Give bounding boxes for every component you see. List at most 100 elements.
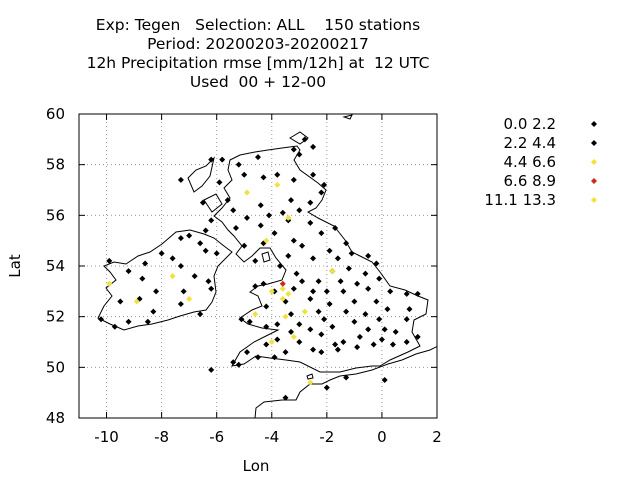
station-marker-1: [98, 316, 105, 323]
station-marker-1: [288, 197, 295, 204]
station-marker-1: [186, 232, 193, 239]
station-marker-1: [307, 219, 314, 226]
station-marker-1: [285, 252, 292, 259]
station-marker-1: [197, 311, 204, 318]
station-marker-1: [243, 214, 250, 221]
station-marker-1: [354, 280, 361, 287]
station-marker-1: [310, 255, 317, 262]
station-marker-1: [334, 255, 341, 262]
x-tick-label: 0: [377, 428, 387, 446]
station-marker-1: [290, 176, 297, 183]
station-marker-1: [144, 318, 151, 325]
station-marker-1: [202, 247, 209, 254]
station-marker-1: [307, 295, 314, 302]
station-marker-1: [373, 298, 380, 305]
y-tick-label: 60: [46, 105, 65, 123]
station-marker-1: [376, 316, 383, 323]
station-marker-1: [235, 361, 242, 368]
station-marker-3: [106, 280, 113, 287]
legend-label: 2.2 4.4: [504, 134, 556, 152]
station-marker-3: [186, 295, 193, 302]
legend-marker: [591, 178, 597, 184]
station-marker-1: [260, 280, 267, 287]
legend-label: 6.6 8.9: [504, 172, 556, 190]
station-marker-1: [296, 339, 303, 345]
station-marker-1: [343, 374, 350, 381]
legend-marker: [591, 140, 597, 146]
station-marker-1: [271, 354, 278, 361]
station-marker-1: [354, 344, 361, 351]
station-marker-3: [252, 311, 259, 318]
station-marker-1: [296, 151, 303, 158]
station-marker-1: [296, 321, 303, 328]
x-tick-label: 2: [432, 428, 442, 446]
coastline-ireland: [97, 229, 233, 331]
station-marker-1: [266, 212, 273, 219]
legend-label: 4.4 6.6: [504, 153, 556, 171]
station-marker-1: [376, 275, 383, 282]
station-marker-1: [271, 230, 278, 237]
station-marker-1: [351, 298, 358, 305]
station-marker-1: [340, 288, 347, 295]
coastline-shetland: [342, 114, 353, 120]
station-marker-1: [323, 288, 330, 295]
coastline-great-britain: [213, 145, 429, 373]
station-marker-1: [257, 222, 264, 229]
y-tick-label: 58: [46, 156, 65, 174]
station-marker-1: [177, 176, 184, 183]
station-marker-1: [106, 257, 113, 264]
station-marker-1: [373, 260, 380, 267]
station-marker-1: [125, 268, 132, 275]
station-marker-1: [406, 306, 413, 313]
y-axis-label: Lat: [6, 254, 24, 278]
legend-marker: [591, 197, 597, 203]
station-marker-1: [318, 349, 325, 356]
y-tick-label: 52: [46, 308, 65, 326]
station-marker-1: [230, 359, 237, 366]
station-marker-1: [293, 270, 300, 277]
station-marker-1: [238, 316, 245, 323]
legend: 0.0 2.22.2 4.44.4 6.66.6 8.911.1 13.3: [484, 115, 597, 209]
station-marker-1: [243, 349, 250, 356]
station-marker-1: [290, 237, 297, 244]
station-marker-1: [370, 341, 377, 348]
station-marker-1: [343, 240, 350, 247]
station-marker-1: [255, 354, 261, 361]
station-marker-3: [279, 295, 286, 302]
coastline-skye: [203, 193, 223, 213]
station-marker-1: [310, 171, 317, 178]
station-marker-1: [301, 136, 308, 143]
station-marker-1: [252, 257, 259, 264]
station-marker-1: [125, 318, 132, 325]
station-marker-1: [381, 377, 388, 383]
station-marker-3: [301, 308, 308, 315]
station-marker-1: [202, 227, 209, 234]
station-marker-1: [282, 349, 289, 356]
legend-marker: [591, 159, 597, 165]
station-marker-1: [310, 346, 317, 353]
station-marker-1: [356, 333, 363, 340]
legend-marker: [591, 121, 597, 127]
station-marker-1: [365, 252, 372, 259]
station-marker-1: [321, 316, 328, 323]
station-marker-3: [263, 237, 270, 244]
station-marker-1: [150, 308, 157, 315]
station-marker-1: [180, 288, 187, 295]
station-marker-1: [345, 265, 352, 272]
station-marker-1: [337, 278, 344, 285]
station-marker-1: [274, 336, 281, 343]
title-line-4: Used 00 + 12-00: [189, 73, 327, 91]
station-marker-3: [285, 290, 292, 297]
station-marker-1: [169, 255, 176, 262]
station-marker-1: [387, 288, 394, 295]
station-marker-1: [290, 285, 297, 292]
coastline-france: [254, 345, 437, 418]
station-marker-1: [199, 199, 206, 206]
station-marker-1: [205, 278, 212, 285]
station-marker-1: [197, 240, 204, 247]
station-marker-3: [290, 333, 297, 340]
station-marker-1: [177, 301, 184, 307]
station-marker-1: [299, 278, 306, 285]
station-marker-1: [389, 341, 396, 348]
